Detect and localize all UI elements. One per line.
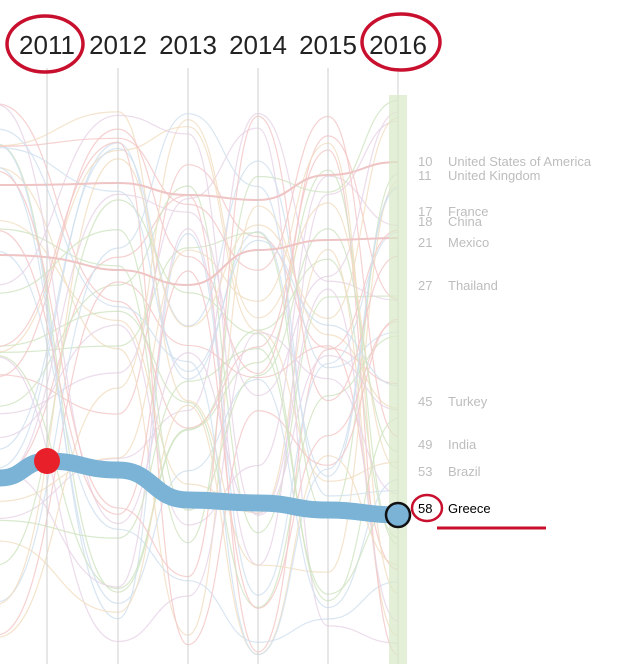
background-series-line: [0, 185, 399, 534]
background-series-line: [0, 113, 399, 602]
background-series-line: [0, 111, 399, 480]
annotation-marks: [5, 12, 546, 530]
rank-number-45: 45: [418, 394, 432, 409]
country-label-china[interactable]: China: [448, 214, 483, 229]
rank-number-18: 18: [418, 214, 432, 229]
greece-series[interactable]: [0, 448, 412, 529]
background-series-line: [0, 117, 399, 604]
year-label-2015: 2015: [299, 30, 357, 60]
year-label-2011: 2011: [19, 30, 75, 60]
greece-2016-point[interactable]: [384, 501, 412, 529]
background-series-line: [0, 332, 399, 643]
rank-number-49: 49: [418, 437, 432, 452]
background-series-line: [0, 126, 399, 482]
annotation-circle-58: [410, 493, 444, 523]
country-label-india[interactable]: India: [448, 437, 477, 452]
rank-labels-2016: 10 United States of America 11 United Kingd…: [418, 154, 592, 516]
country-label-greece[interactable]: Greece: [448, 501, 491, 516]
rank-color-strip: [389, 95, 407, 664]
country-label-mexico[interactable]: Mexico: [448, 235, 489, 250]
background-series-lines: [0, 99, 399, 656]
background-series-line: [0, 199, 399, 602]
background-series-line: [0, 144, 399, 620]
rank-number-21: 21: [418, 235, 432, 250]
background-series-line: [0, 169, 399, 590]
rank-number-27: 27: [418, 278, 432, 293]
annotation-circle-2011: [5, 14, 85, 74]
rank-number-11: 11: [418, 168, 432, 183]
year-label-2016: 2016: [369, 30, 427, 60]
country-label-brazil[interactable]: Brazil: [448, 464, 481, 479]
country-label-thailand[interactable]: Thailand: [448, 278, 498, 293]
country-label-united-kingdom[interactable]: United Kingdom: [448, 168, 541, 183]
year-label-2014: 2014: [229, 30, 287, 60]
rank-number-10: 10: [418, 154, 432, 169]
country-label-turkey[interactable]: Turkey: [448, 394, 488, 409]
year-label-2013: 2013: [159, 30, 217, 60]
background-series-line: [0, 103, 399, 656]
year-label-2012: 2012: [89, 30, 147, 60]
greece-2011-point[interactable]: [34, 448, 60, 474]
background-series-line: [0, 147, 399, 450]
background-series-line: [0, 120, 399, 588]
year-axis-labels: 2011 2012 2013 2014 2015 2016: [19, 30, 427, 60]
background-series-line: [0, 161, 399, 202]
background-series-line: [0, 128, 399, 656]
rank-number-17: 17: [418, 204, 432, 219]
country-label-united-states-of-america[interactable]: United States of America: [448, 154, 592, 169]
annotation-circle-2016: [360, 12, 442, 72]
rank-number-53: 53: [418, 464, 432, 479]
background-series-line: [0, 167, 399, 636]
background-series-line: [0, 119, 399, 638]
country-label-france[interactable]: France: [448, 204, 488, 219]
rank-number-58: 58: [418, 501, 432, 516]
